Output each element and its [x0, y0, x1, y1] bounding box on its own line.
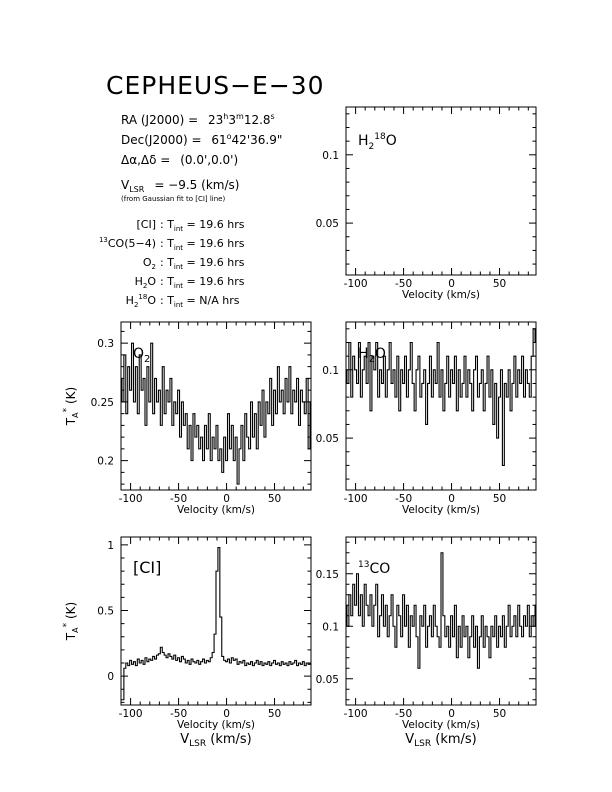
tint-value-3: : Tint = 19.6 hrs [160, 275, 245, 290]
spectrum-line-h2o [346, 328, 536, 466]
x-axis-label: Velocity (km/s) [402, 719, 480, 731]
panel-label-h218o: H218O [358, 132, 397, 152]
y-tick-label: 0.25 [91, 397, 114, 409]
x-tick-label: -100 [344, 493, 368, 505]
spectrum-line-ci [121, 546, 311, 701]
tint-value-0: : Tint = 19.6 hrs [160, 218, 245, 233]
x-tick-label: 0 [223, 493, 230, 505]
panel-h218o: -100 -50 0 50 0.05 0.1 H218O Velocity (km/s) [316, 106, 537, 301]
tint-ci: [CI] [136, 218, 156, 231]
x-tick-label: -100 [119, 708, 143, 720]
y-tick-label: 0.05 [316, 218, 339, 230]
panel-ci: -100 -50 0 50 0 0.5 1 [CI] Velocity (km/s)VLSR (… [62, 536, 312, 749]
tint-o2: O2 [143, 256, 156, 271]
plot-frame-ci [120, 536, 312, 706]
y-tick-label: 0.05 [316, 674, 339, 686]
x-tick-label: 0 [448, 493, 455, 505]
x-axis-label: Velocity (km/s) [402, 289, 480, 301]
plot-frame-h2o [345, 321, 537, 491]
x-tick-label: -100 [344, 278, 368, 290]
ra-line: RA (J2000) = 23h3m12.8s [121, 112, 275, 127]
y-tick-label: 0.05 [316, 433, 339, 445]
vlsr-line: VLSR = −9.5 (km/s) [121, 178, 239, 194]
figure-title: CEPHEUS−E−30 [106, 71, 325, 100]
panel-label-ci: [CI] [133, 558, 161, 577]
y-tick-label: 0.1 [322, 150, 339, 162]
x-tick-label: -50 [170, 493, 187, 505]
x-tick-label: 50 [268, 708, 281, 720]
y-tick-label: 0 [107, 671, 114, 683]
x-tick-label: -50 [395, 708, 412, 720]
x-tick-label: 0 [448, 708, 455, 720]
panel-o2: -100 -50 0 50 0.2 0.25 0.3 O2 Velocity (km/s) TA*… [62, 321, 312, 516]
tint-value-2: : Tint = 19.6 hrs [160, 256, 245, 271]
panel-label-o2: O2 [133, 346, 150, 365]
panel-label-13co: 13CO [358, 560, 390, 577]
x-tick-label: 0 [448, 278, 455, 290]
x-axis-label: Velocity (km/s) [177, 719, 255, 731]
x-tick-label: -50 [395, 493, 412, 505]
vlsr-axis-label: VLSR (km/s) [405, 732, 477, 749]
plot-frame-h218o [345, 106, 537, 276]
x-axis-label: Velocity (km/s) [402, 504, 480, 516]
spectrum-line-o2 [121, 342, 311, 485]
x-axis-label: Velocity (km/s) [177, 504, 255, 516]
y-axis-label: TA* (K) [62, 387, 80, 426]
spectrum-line-13co [346, 552, 536, 669]
y-tick-label: 0.3 [97, 338, 114, 350]
y-axis-label: TA* (K) [62, 602, 80, 641]
x-tick-label: -100 [344, 708, 368, 720]
tint-h218o: H218O [126, 293, 157, 309]
x-tick-label: 0 [223, 708, 230, 720]
y-tick-label: 0.1 [322, 621, 339, 633]
vlsr-axis-label: VLSR (km/s) [180, 732, 252, 749]
x-tick-label: 50 [493, 493, 506, 505]
info-block: RA (J2000) = 23h3m12.8s Dec(J2000) = 61o… [99, 112, 282, 309]
dec-line: Dec(J2000) = 61o42'36.9" [121, 132, 282, 147]
y-tick-label: 1 [107, 540, 114, 552]
tint-value-4: : Tint = N/A hrs [160, 294, 240, 309]
plot-frame-13co [345, 536, 537, 706]
tint-h2o: H2O [135, 275, 157, 290]
y-tick-label: 0.5 [97, 606, 114, 618]
x-tick-label: -50 [395, 278, 412, 290]
panel-label-h2o: H2O [358, 346, 386, 365]
y-tick-label: 0.1 [322, 365, 339, 377]
x-tick-label: 50 [493, 278, 506, 290]
panel-13co: -100 -50 0 50 0.05 0.1 0.15 13CO Velocity (km/s)… [316, 536, 537, 749]
y-tick-label: 0.15 [316, 569, 339, 581]
tint-value-1: : Tint = 19.6 hrs [160, 237, 245, 252]
tint-13co: 13CO(5−4) [99, 236, 156, 250]
vlsr-note: (from Gaussian fit to [CI] line) [121, 195, 225, 203]
x-tick-label: 50 [268, 493, 281, 505]
x-tick-label: 50 [493, 708, 506, 720]
panel-h2o: -100 -50 0 50 0.05 0.1 H2O Velocity (km/s) [316, 321, 537, 516]
plot-frame-o2 [120, 321, 312, 491]
x-tick-label: -100 [119, 493, 143, 505]
integration-list: [CI] 13CO(5−4) O2 H2O H218O : Tint = 19.… [99, 218, 245, 309]
x-tick-label: -50 [170, 708, 187, 720]
offset-line: Δα,Δδ = (0.0',0.0') [121, 153, 238, 167]
y-tick-label: 0.2 [97, 456, 114, 468]
